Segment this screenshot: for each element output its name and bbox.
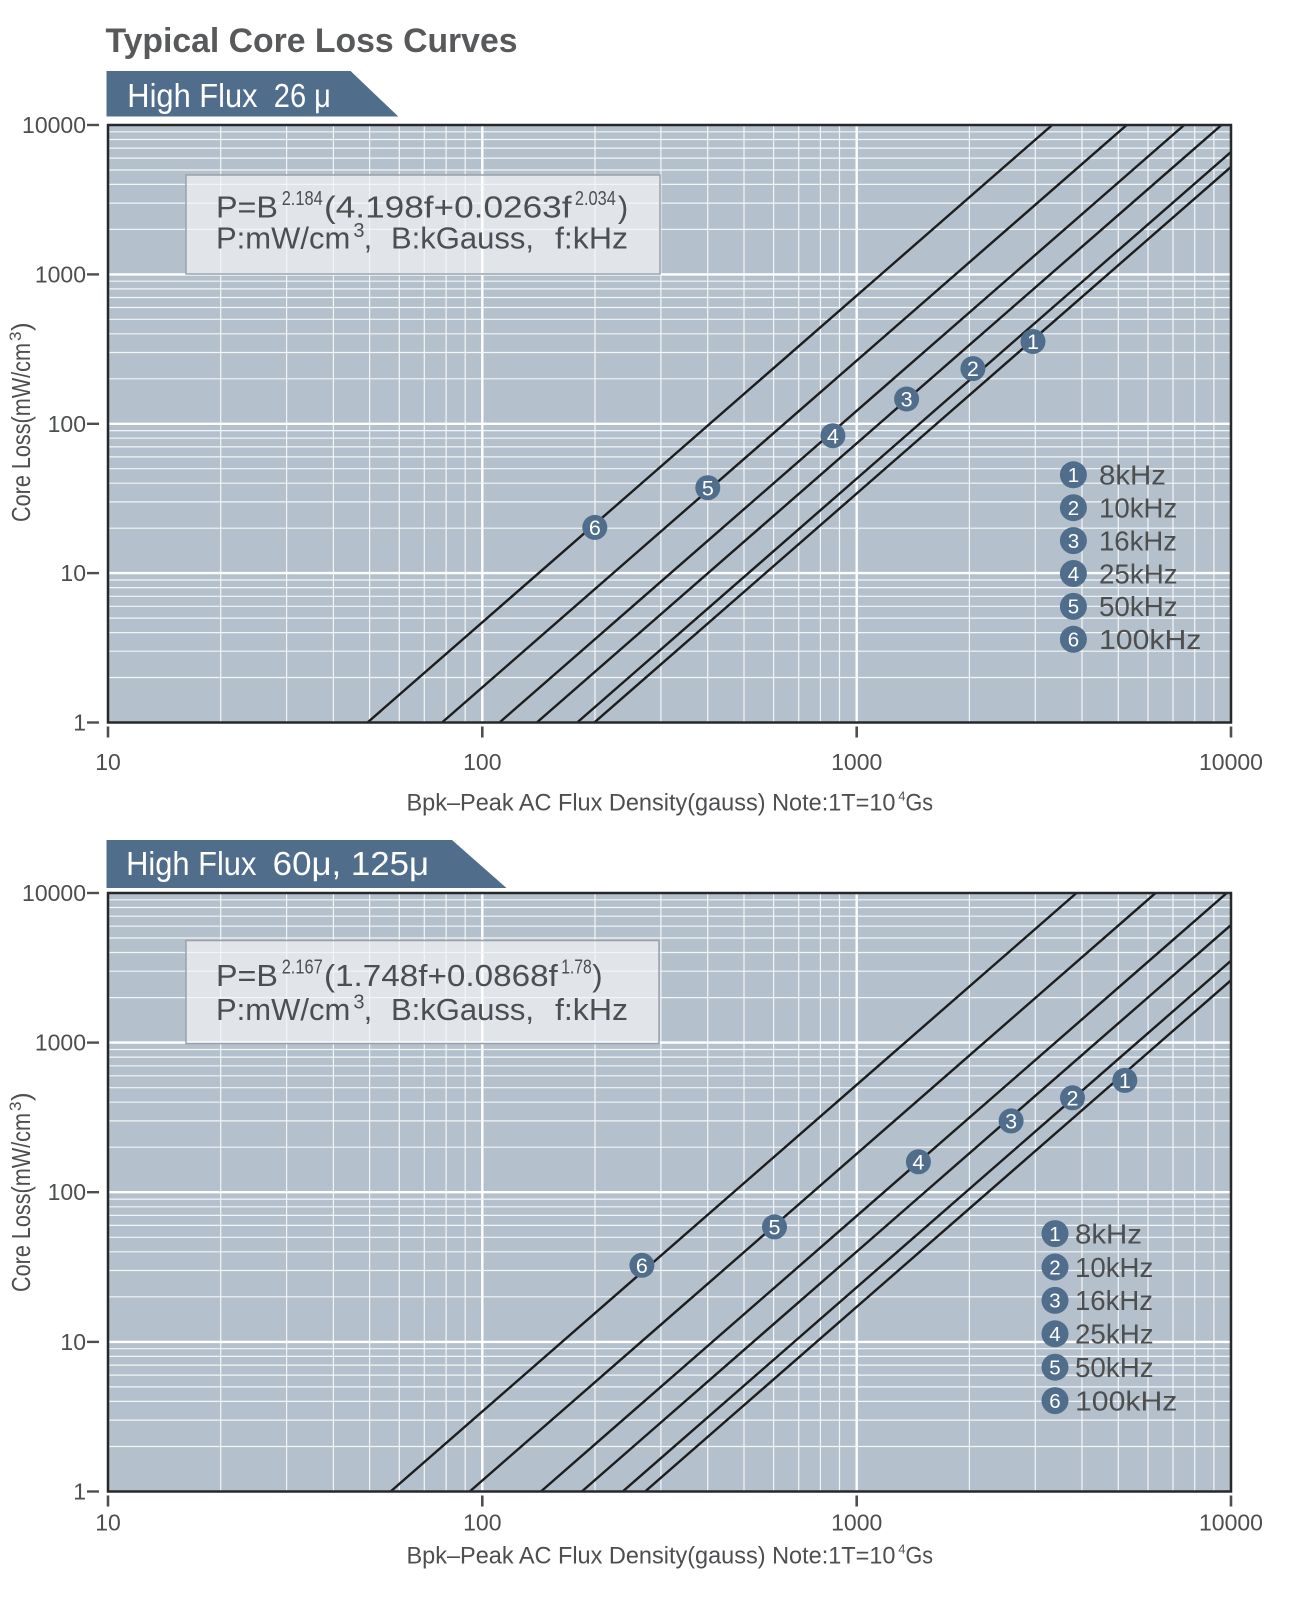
svg-text:High Flux: High Flux bbox=[127, 77, 258, 114]
svg-text:100: 100 bbox=[48, 411, 86, 437]
svg-text:5: 5 bbox=[1068, 596, 1079, 619]
svg-text:5: 5 bbox=[769, 1216, 781, 1240]
svg-text:10: 10 bbox=[60, 1329, 86, 1355]
svg-text:10kHz: 10kHz bbox=[1075, 1252, 1153, 1283]
svg-text:6: 6 bbox=[636, 1254, 648, 1278]
svg-text:10000: 10000 bbox=[22, 112, 86, 138]
svg-text:1: 1 bbox=[1027, 330, 1039, 354]
svg-text:8kHz: 8kHz bbox=[1075, 1218, 1142, 1249]
svg-text:1000: 1000 bbox=[831, 1510, 882, 1536]
svg-text:8kHz: 8kHz bbox=[1099, 460, 1166, 491]
svg-text:P:mW/cm3,B:kGauss,f:kHz: P:mW/cm 3, B:kGauss, f:kHz bbox=[216, 220, 628, 256]
svg-text:100kHz: 100kHz bbox=[1075, 1385, 1177, 1416]
svg-text:100: 100 bbox=[463, 1510, 501, 1536]
svg-text:16kHz: 16kHz bbox=[1075, 1285, 1153, 1316]
svg-text:1: 1 bbox=[1068, 464, 1079, 487]
svg-text:Core Loss(mW/cm3): Core Loss(mW/cm3) bbox=[6, 322, 36, 522]
svg-text:5: 5 bbox=[1049, 1357, 1060, 1380]
svg-text:P:mW/cm3,B:kGauss,f:kHz: P:mW/cm 3, B:kGauss, f:kHz bbox=[216, 992, 628, 1028]
svg-text:1: 1 bbox=[73, 710, 86, 736]
svg-text:25kHz: 25kHz bbox=[1099, 558, 1178, 589]
svg-text:3: 3 bbox=[1068, 530, 1079, 553]
svg-text:6: 6 bbox=[1068, 629, 1079, 652]
svg-text:5: 5 bbox=[702, 476, 714, 500]
svg-text:3: 3 bbox=[1005, 1110, 1017, 1134]
svg-text:50kHz: 50kHz bbox=[1099, 591, 1178, 622]
svg-text:100kHz: 100kHz bbox=[1099, 624, 1201, 655]
svg-text:3: 3 bbox=[1049, 1290, 1060, 1313]
svg-text:100: 100 bbox=[48, 1179, 86, 1205]
svg-text:10000: 10000 bbox=[22, 880, 86, 906]
svg-text:4: 4 bbox=[1068, 563, 1079, 586]
svg-text:1: 1 bbox=[1119, 1069, 1131, 1093]
svg-text:Typical Core Loss Curves: Typical Core Loss Curves bbox=[106, 22, 518, 60]
svg-text:1: 1 bbox=[73, 1479, 86, 1505]
svg-text:26 μ: 26 μ bbox=[274, 77, 331, 114]
svg-text:2: 2 bbox=[967, 357, 979, 381]
svg-text:1000: 1000 bbox=[35, 261, 86, 287]
svg-text:100: 100 bbox=[463, 749, 501, 775]
svg-text:10kHz: 10kHz bbox=[1099, 493, 1177, 524]
svg-text:1: 1 bbox=[1049, 1223, 1060, 1246]
svg-text:1000: 1000 bbox=[831, 749, 882, 775]
svg-text:10: 10 bbox=[60, 560, 86, 586]
svg-text:6: 6 bbox=[589, 516, 601, 540]
svg-text:6: 6 bbox=[1049, 1390, 1060, 1413]
svg-text:2: 2 bbox=[1049, 1256, 1060, 1279]
svg-text:4: 4 bbox=[912, 1150, 924, 1174]
svg-text:4: 4 bbox=[1049, 1323, 1060, 1346]
svg-text:25kHz: 25kHz bbox=[1075, 1319, 1154, 1350]
svg-text:Bpk–Peak AC Flux Density(gauss: Bpk–Peak AC Flux Density(gauss) Note:1T=… bbox=[407, 788, 934, 816]
svg-text:3: 3 bbox=[901, 388, 913, 412]
svg-text:2: 2 bbox=[1067, 1086, 1079, 1110]
svg-text:1000: 1000 bbox=[35, 1030, 86, 1056]
svg-text:60μ, 125μ: 60μ, 125μ bbox=[273, 845, 429, 882]
svg-text:50kHz: 50kHz bbox=[1075, 1352, 1154, 1383]
svg-text:Bpk–Peak AC Flux Density(gauss: Bpk–Peak AC Flux Density(gauss) Note:1T=… bbox=[407, 1542, 934, 1570]
svg-text:4: 4 bbox=[827, 424, 839, 448]
svg-text:High Flux: High Flux bbox=[126, 845, 257, 882]
svg-text:10: 10 bbox=[95, 749, 121, 775]
svg-text:16kHz: 16kHz bbox=[1099, 525, 1177, 556]
svg-text:Core Loss(mW/cm3): Core Loss(mW/cm3) bbox=[6, 1092, 36, 1292]
svg-text:2: 2 bbox=[1068, 497, 1079, 520]
svg-text:10000: 10000 bbox=[1199, 749, 1263, 775]
svg-text:10000: 10000 bbox=[1199, 1510, 1263, 1536]
svg-text:10: 10 bbox=[95, 1510, 121, 1536]
